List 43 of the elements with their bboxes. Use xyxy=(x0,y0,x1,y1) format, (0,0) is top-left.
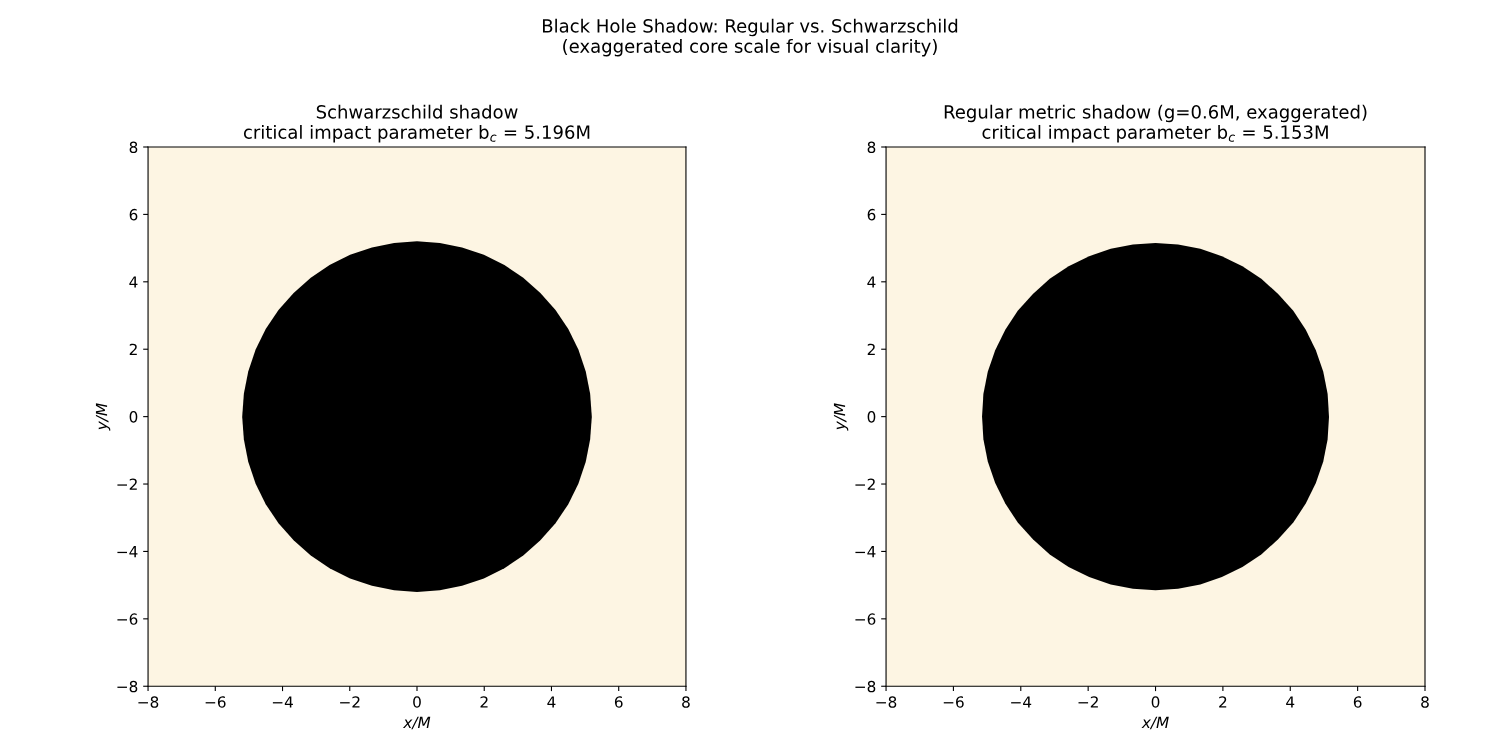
y-tick-label: 0 xyxy=(867,411,876,423)
y-tick-label: 4 xyxy=(129,276,138,288)
x-tick-label: −2 xyxy=(1078,696,1098,708)
x-tick-label: 6 xyxy=(1353,696,1362,708)
x-tick-label: 4 xyxy=(1286,696,1295,708)
x-tick-label: 8 xyxy=(1421,696,1429,708)
x-tick-label: 0 xyxy=(1151,696,1160,708)
x-tick-label: −8 xyxy=(876,696,897,708)
x-tick-label: −4 xyxy=(1011,696,1032,708)
y-tick-label: −6 xyxy=(117,613,138,625)
y-tick-label: −4 xyxy=(855,546,876,558)
y-tick-label: 4 xyxy=(867,276,876,288)
x-tick-label: −8 xyxy=(138,696,159,708)
x-axis-title: x/M xyxy=(402,716,431,730)
y-tick-label: 6 xyxy=(867,208,876,221)
y-tick-label: 8 xyxy=(867,141,876,154)
x-tick-label: 2 xyxy=(480,696,488,708)
text: Black Hole Shadow: Regular vs. Schwarzschild (exaggerated core scale for visual clarity) xyxy=(543,18,958,57)
y-tick-label: 0 xyxy=(129,411,138,423)
y-tick-label: −2 xyxy=(117,478,137,490)
y-axis-title: y/M xyxy=(833,403,849,431)
x-tick-label: 8 xyxy=(682,696,690,708)
x-tick-label: −2 xyxy=(340,696,360,708)
y-tick-label: −8 xyxy=(855,680,876,693)
y-tick-label: 8 xyxy=(129,141,138,154)
chart-title: Schwarzschild shadow critical impact parameter b$_{c}$ = 5.196M xyxy=(243,104,590,143)
y-tick-label: −8 xyxy=(117,680,138,693)
y-tick-label: 2 xyxy=(867,343,875,356)
y-tick-label: 2 xyxy=(129,343,137,356)
x-axis-title: x/M xyxy=(1141,716,1169,730)
y-axis-title: y/M xyxy=(95,403,111,431)
x-tick-label: 4 xyxy=(547,696,556,708)
x-tick-label: −6 xyxy=(205,696,226,708)
chart-title: Regular metric shadow (g=0.6M, exaggerated) critical impact parameter b$_{c}$ = 5.153M xyxy=(944,104,1367,143)
x-tick-label: 0 xyxy=(413,696,421,708)
x-tick-label: 2 xyxy=(1219,696,1227,708)
x-tick-label: −6 xyxy=(943,696,964,708)
y-tick-label: 6 xyxy=(129,208,138,221)
y-tick-label: −4 xyxy=(117,546,138,558)
x-tick-label: 6 xyxy=(614,696,623,708)
y-tick-label: −2 xyxy=(855,478,875,490)
y-tick-label: −6 xyxy=(855,613,876,625)
x-tick-label: −4 xyxy=(272,696,293,708)
